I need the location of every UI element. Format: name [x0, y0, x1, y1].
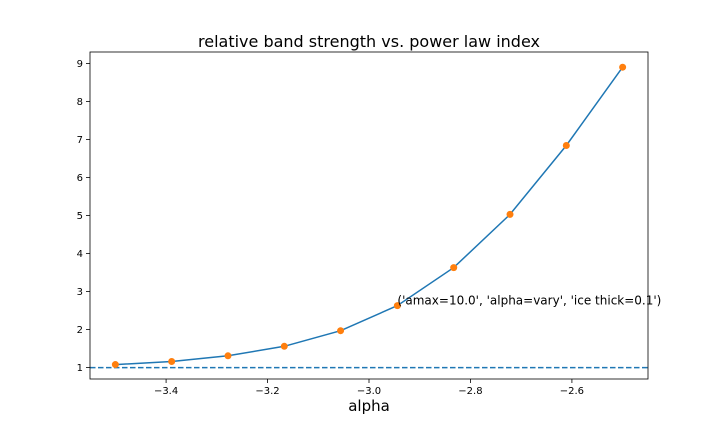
data-point [562, 142, 570, 150]
data-point [168, 358, 176, 366]
data-point [280, 342, 288, 350]
data-point [450, 264, 458, 272]
y-tick-label: 6 [77, 173, 83, 184]
x-tick-label: −3.2 [255, 386, 279, 397]
data-point [111, 361, 119, 369]
series-annotation: ('amax=10.0', 'alpha=vary', 'ice thick=0… [397, 294, 661, 308]
y-tick-label: 7 [77, 135, 83, 146]
x-tick-label: −3.0 [357, 386, 381, 397]
x-tick-label: −2.8 [458, 386, 482, 397]
plot-area: −3.4 −3.2 −3.0 −2.8 −2.6 1 2 3 4 5 6 7 8 9 [77, 51, 649, 397]
y-tick-label: 4 [77, 249, 83, 260]
y-tick-label: 8 [77, 97, 83, 108]
data-point [337, 327, 345, 335]
data-point [619, 63, 627, 71]
series-line [115, 66, 624, 366]
chart-title: relative band strength vs. power law ind… [198, 32, 540, 51]
y-tick-label: 2 [77, 325, 83, 336]
x-axis-label: alpha [348, 397, 390, 415]
y-tick-label: 9 [77, 59, 83, 70]
y-tick-label: 1 [77, 363, 83, 374]
y-tick-label: 5 [77, 211, 83, 222]
data-point [393, 302, 401, 310]
x-tick-label: −2.6 [560, 386, 584, 397]
x-tick-label: −3.4 [154, 386, 178, 397]
data-point [506, 210, 514, 218]
y-tick-label: 3 [77, 287, 83, 298]
data-point [224, 352, 232, 360]
